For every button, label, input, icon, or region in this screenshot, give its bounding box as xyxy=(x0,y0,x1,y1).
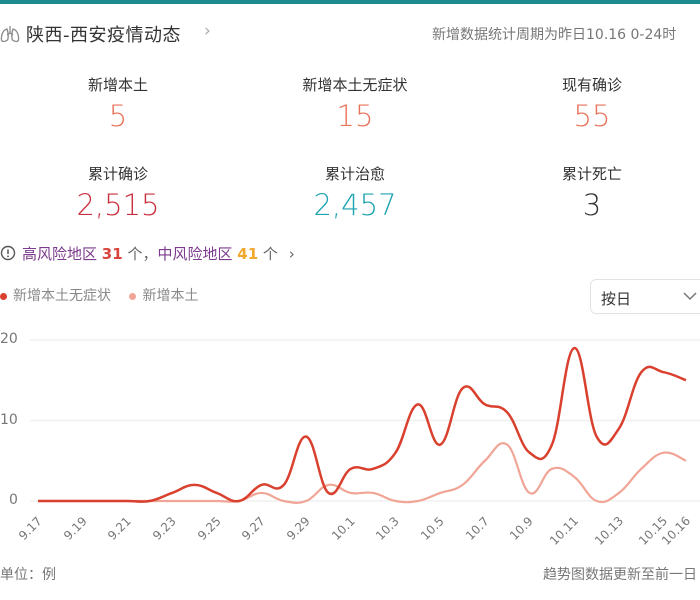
stat-value: 2,515 xyxy=(76,188,160,222)
alert-circle-icon xyxy=(0,245,16,261)
chart-legend: 新增本土无症状 新增本土 xyxy=(0,285,198,305)
mid-risk-label: 中风险地区 xyxy=(157,245,233,263)
stat-total-deaths: 累计死亡 3 xyxy=(512,163,672,222)
mid-risk-count: 41 xyxy=(237,245,259,263)
stat-label: 累计死亡 xyxy=(561,165,622,183)
y-tick-label: 0 xyxy=(9,492,18,508)
period-select[interactable]: 按日 xyxy=(590,279,700,314)
update-note: 趋势图数据更新至前一日 xyxy=(543,567,697,583)
chevron-right-icon[interactable]: › xyxy=(204,21,211,41)
series-line-local xyxy=(37,442,687,504)
stat-label: 新增本土无症状 xyxy=(302,76,408,94)
series-line-asymptomatic xyxy=(37,346,687,503)
trend-chart xyxy=(0,320,700,554)
chevron-down-icon xyxy=(683,292,697,301)
y-tick-label: 20 xyxy=(0,331,18,347)
risk-areas-link[interactable]: 高风险地区 31 个，中风险地区 41 个 › xyxy=(0,243,295,264)
stat-value: 5 xyxy=(108,99,128,133)
legend-dot-icon xyxy=(0,292,7,300)
accent-bar xyxy=(0,0,700,4)
unit-text: 个， xyxy=(127,245,158,263)
legend-dot-icon xyxy=(129,292,137,300)
stat-value: 3 xyxy=(582,188,602,222)
select-value: 按日 xyxy=(601,290,632,308)
stat-label: 新增本土 xyxy=(87,76,148,94)
stat-total-confirmed: 累计确诊 2,515 xyxy=(38,163,198,222)
stat-label: 累计确诊 xyxy=(87,165,148,183)
high-risk-label: 高风险地区 xyxy=(22,245,98,263)
page-title: 陕西-西安疫情动态 xyxy=(26,25,181,46)
header[interactable]: 陕西-西安疫情动态 › 新增数据统计周期为昨日10.16 0-24时 xyxy=(0,18,700,48)
legend-item-local[interactable]: 新增本土 xyxy=(129,288,198,304)
period-note: 新增数据统计周期为昨日10.16 0-24时 xyxy=(432,27,677,43)
stat-value: 2,457 xyxy=(313,188,397,222)
high-risk-count: 31 xyxy=(101,245,123,263)
stat-total-recovered: 累计治愈 2,457 xyxy=(275,163,435,222)
legend-item-asymptomatic[interactable]: 新增本土无症状 xyxy=(0,288,111,304)
line-chart xyxy=(30,339,700,504)
stat-value: 15 xyxy=(336,99,374,133)
stat-new-local: 新增本土 5 xyxy=(38,74,198,133)
stat-label: 累计治愈 xyxy=(324,165,385,183)
stat-current-confirmed: 现有确诊 55 xyxy=(512,74,672,133)
stat-label: 现有确诊 xyxy=(561,76,622,94)
stat-value: 55 xyxy=(573,99,611,133)
unit-label: 单位：例 xyxy=(0,567,56,583)
chevron-right-icon: › xyxy=(288,245,295,263)
y-tick-label: 10 xyxy=(0,411,18,428)
unit-text: 个 xyxy=(262,245,278,263)
lung-icon xyxy=(0,26,20,43)
stat-new-asymptomatic: 新增本土无症状 15 xyxy=(275,74,435,133)
